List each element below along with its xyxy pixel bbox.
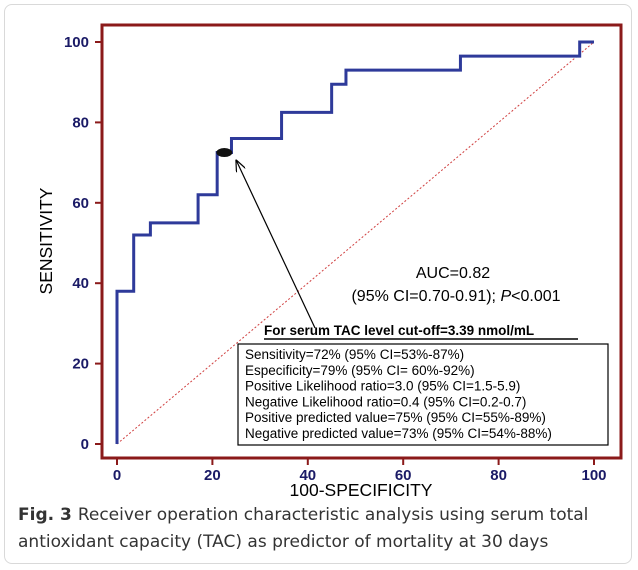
y-tick-label: 100 <box>64 34 89 51</box>
statistics-line: Positive predicted value=75% (95% CI=55%… <box>245 410 546 425</box>
figure-label: Fig. 3 <box>18 505 72 525</box>
y-axis-title: SENSITIVITY <box>36 187 56 294</box>
auc-label: AUC=0.82 <box>416 265 490 282</box>
cutoff-arrow <box>236 161 316 329</box>
statistics-line: Negative predicted value=73% (95% CI=54%… <box>245 426 552 441</box>
x-tick-label: 80 <box>490 467 507 484</box>
x-tick-label: 20 <box>204 467 221 484</box>
figure-caption: Fig. 3 Receiver operation characteristic … <box>18 502 618 556</box>
statistics-list: Sensitivity=72% (95% CI=53%-87%)Especifi… <box>245 347 552 441</box>
y-tick-label: 80 <box>72 114 89 131</box>
auc-ci-label: (95% CI=0.70-0.91); P<0.001 <box>351 288 560 305</box>
cutoff-heading: For serum TAC level cut-off=3.39 nmol/mL <box>264 323 534 338</box>
statistics-line: Positive Likelihood ratio=3.0 (95% CI=1.… <box>245 379 520 394</box>
x-tick-label: 0 <box>113 467 121 484</box>
statistics-line: Sensitivity=72% (95% CI=53%-87%) <box>245 347 464 362</box>
y-tick-label: 0 <box>81 436 89 453</box>
y-tick-label: 60 <box>72 195 89 212</box>
cutoff-point-marker <box>216 148 233 158</box>
x-axis-title: 100-SPECIFICITY <box>290 480 433 500</box>
statistics-line: Negative Likelihood ratio=0.4 (95% CI=0.… <box>245 394 526 409</box>
x-tick-label: 60 <box>395 467 412 484</box>
x-tick-label: 40 <box>299 467 316 484</box>
roc-curve-line <box>115 40 594 444</box>
figure-caption-text: Receiver operation characteristic analys… <box>18 505 589 552</box>
y-tick-label: 20 <box>72 356 89 373</box>
statistics-box <box>237 343 609 446</box>
x-tick-label: 100 <box>581 467 606 484</box>
y-tick-label: 40 <box>72 275 89 292</box>
roc-chart: 0 20 40 60 80 100 0 20 40 60 80 100 AUC=0.82 (95% C… <box>36 23 623 500</box>
statistics-line: Especificity=79% (95% CI= 60%-92%) <box>245 363 475 378</box>
